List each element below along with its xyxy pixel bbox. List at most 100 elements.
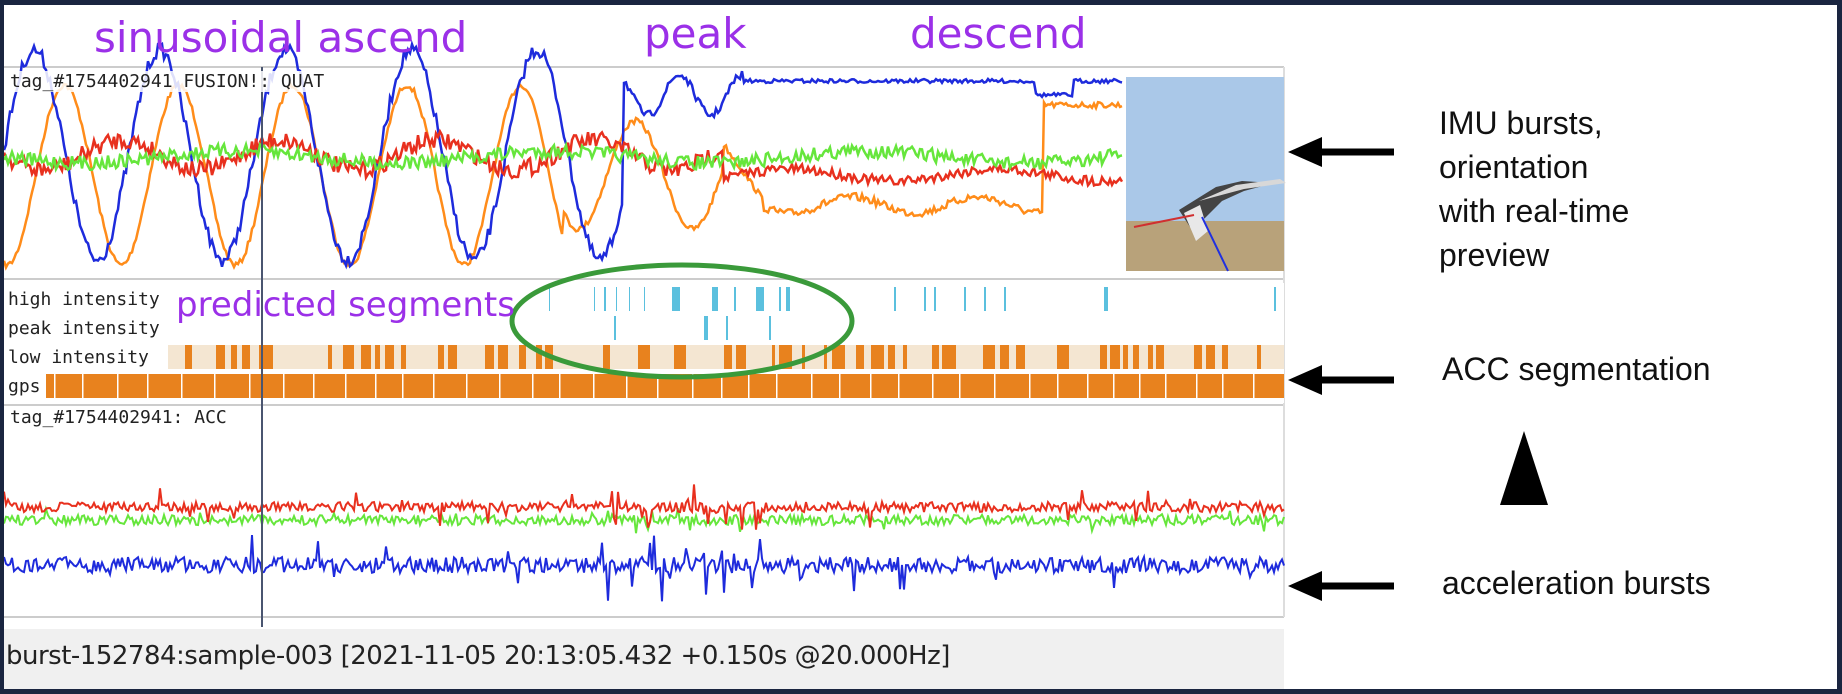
segment-low-22	[519, 345, 526, 369]
segment-low-20	[485, 345, 494, 369]
segment-gps-tick-20	[692, 374, 694, 398]
imu-quaternion-traces	[4, 39, 1124, 271]
segment-high-8	[734, 287, 736, 311]
segment-low-14	[385, 345, 394, 369]
predicted-segments-label: predicted segments	[176, 285, 515, 325]
segment-low-3	[216, 345, 225, 369]
segment-low-5	[242, 345, 250, 369]
segment-gps-tick-29	[959, 374, 961, 398]
annotation-acc-segmentation: ACC segmentation	[1442, 351, 1711, 387]
segment-low-67	[1206, 345, 1215, 369]
segment-high-19	[1274, 287, 1276, 311]
segment-high-2	[604, 287, 606, 311]
segment-low-66	[1194, 345, 1202, 369]
segment-gps-tick-33	[1087, 374, 1089, 398]
segment-low-51	[983, 345, 995, 369]
imu-trace-green	[4, 140, 1123, 173]
segment-high-12	[894, 287, 896, 311]
segment-low-62	[1133, 345, 1139, 369]
segment-gps-tick-32	[1057, 374, 1059, 398]
segment-low-60	[1110, 345, 1120, 369]
up-triangle-marker	[1500, 431, 1548, 505]
preview-belly	[1184, 205, 1208, 241]
segment-gps-tick-13	[466, 374, 468, 398]
segment-low-27	[603, 345, 610, 369]
acc-traces	[4, 484, 1285, 602]
segment-gps-tick-38	[1222, 374, 1224, 398]
phase-label-descend: descend	[910, 9, 1087, 58]
segment-high-11	[786, 287, 790, 311]
segment-low-53	[1016, 345, 1025, 369]
segment-label-gps: gps	[8, 376, 41, 397]
segment-high-0	[549, 287, 550, 311]
segment-gps-tick-10	[375, 374, 377, 398]
segment-gps-tick-25	[839, 374, 841, 398]
segment-gps-tick-9	[345, 374, 347, 398]
segment-gps-tick-37	[1196, 374, 1198, 398]
segment-peak-2	[726, 316, 728, 340]
orientation-preview	[1126, 77, 1286, 272]
segment-low-35	[736, 345, 746, 369]
phase-label-peak: peak	[644, 9, 747, 58]
segment-high-5	[644, 287, 645, 311]
segment-low-63	[1148, 345, 1153, 369]
segment-peak-3	[769, 316, 771, 340]
status-text: burst-152784:sample-003 [2021-11-05 20:1…	[6, 641, 950, 671]
segment-low-43	[856, 345, 864, 369]
segment-label-low: low intensity	[8, 347, 149, 368]
preview-wing	[1199, 179, 1286, 201]
segments-highlight-ellipse	[509, 262, 855, 380]
segment-gps-tick-16	[559, 374, 561, 398]
imu-trace-red	[4, 128, 1124, 189]
segment-gps-tick-22	[748, 374, 750, 398]
segment-gps-tick-31	[1029, 374, 1031, 398]
plot-canvas	[4, 39, 1548, 627]
annotation-imu: IMU bursts, orientation with real-time p…	[1439, 101, 1629, 277]
segment-gps-tick-2	[117, 374, 119, 398]
segment-high-15	[964, 287, 966, 311]
segment-low-56	[1057, 345, 1069, 369]
segment-low-39	[802, 345, 805, 369]
segment-gps-tick-26	[870, 374, 872, 398]
annotation-imu-line-4: preview	[1439, 237, 1550, 273]
segment-gps-tick-14	[499, 374, 501, 398]
segment-gps-tick-19	[657, 374, 659, 398]
segment-gps-tick-36	[1165, 374, 1167, 398]
arrow-imu	[1288, 137, 1394, 167]
preview-x-axis	[1133, 214, 1195, 228]
segment-low-1	[185, 345, 192, 369]
segment-gps-tick-39	[1253, 374, 1255, 398]
segment-peak-1	[704, 316, 708, 340]
segment-low-46	[903, 345, 907, 369]
segment-low-18	[448, 345, 457, 369]
segment-high-4	[629, 287, 630, 311]
annotation-imu-line-2: orientation	[1439, 149, 1589, 185]
segment-gps-tick-34	[1113, 374, 1115, 398]
segment-label-peak: peak intensity	[8, 318, 160, 339]
app-window: sinusoidal ascend peak descend tag_#1754…	[4, 5, 1837, 689]
segment-high-13	[924, 287, 926, 311]
segment-gps-tick-18	[626, 374, 628, 398]
segment-low-48	[932, 345, 939, 369]
segment-high-6	[672, 287, 680, 311]
phase-label-ascend: sinusoidal ascend	[94, 13, 468, 62]
acc-panel-title: tag_#1754402941: ACC	[10, 407, 227, 428]
segment-low-41	[824, 345, 827, 369]
segment-gps-tick-8	[313, 374, 315, 398]
acc-trace-green	[4, 505, 1285, 535]
segment-gps-tick-5	[214, 374, 216, 398]
segment-low-15	[401, 345, 406, 369]
segment-high-3	[616, 287, 617, 311]
arrow-acc-segmentation	[1288, 365, 1394, 395]
segment-low-23	[536, 345, 542, 369]
segment-gps-tick-4	[181, 374, 183, 398]
segment-gps-tick-30	[994, 374, 996, 398]
segment-high-18	[1104, 287, 1108, 311]
segment-low-42	[832, 345, 845, 369]
segment-rows	[4, 283, 1284, 403]
segment-gps-tick-0	[54, 374, 56, 398]
imu-trace-orange	[4, 79, 1123, 271]
segment-low-52	[1000, 345, 1009, 369]
segment-label-high: high intensity	[8, 289, 160, 310]
segment-gps-tick-6	[249, 374, 251, 398]
